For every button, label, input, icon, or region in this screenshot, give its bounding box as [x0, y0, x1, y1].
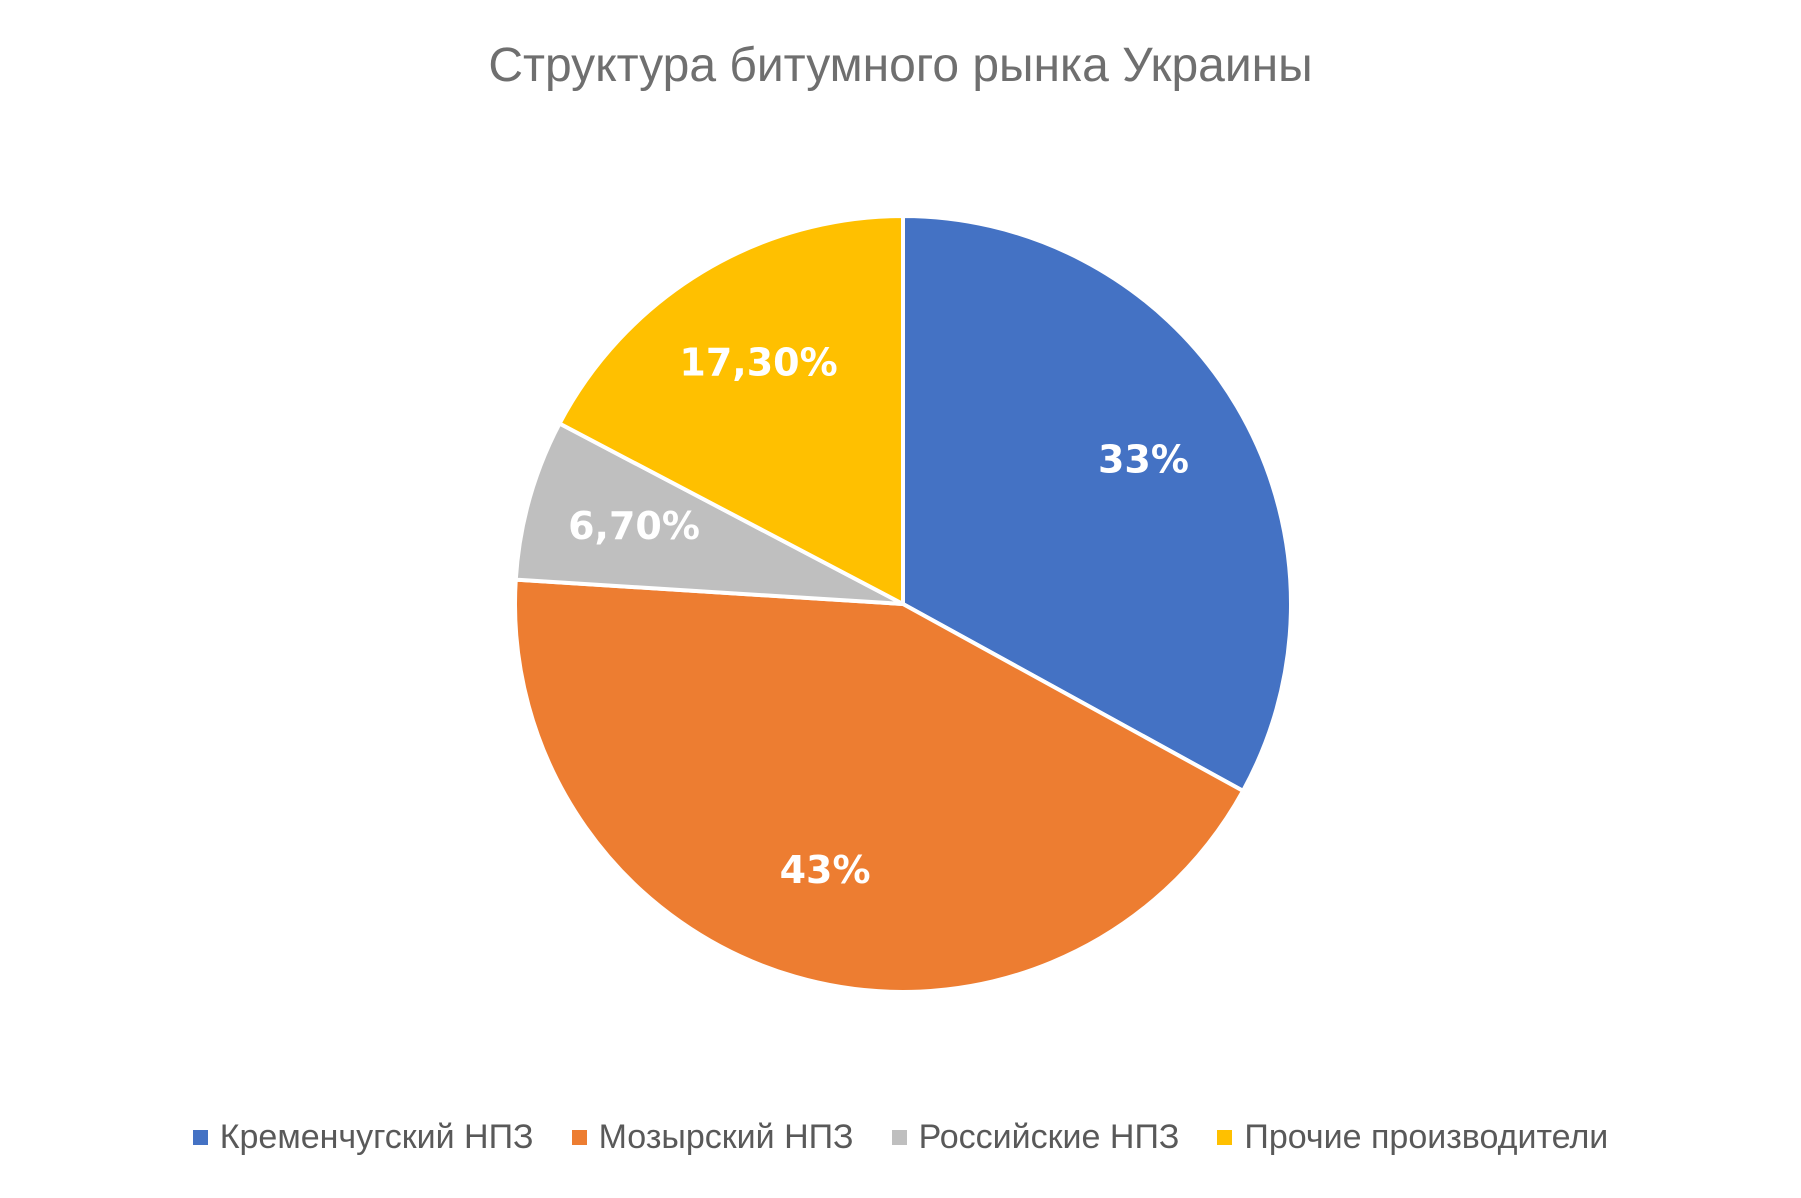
- legend-item-mozyr: Мозырский НПЗ: [571, 1118, 854, 1157]
- legend-swatch: [891, 1130, 907, 1145]
- legend-swatch: [1217, 1130, 1233, 1145]
- legend-swatch: [192, 1130, 208, 1145]
- legend-label: Мозырский НПЗ: [598, 1118, 854, 1156]
- data-label: 43%: [780, 848, 871, 892]
- legend-label: Прочие производители: [1244, 1118, 1609, 1156]
- slice-mozyr: [513, 577, 1246, 994]
- slice-russian: [513, 421, 905, 606]
- slice-kremenchug: [901, 214, 1293, 793]
- legend-swatch: [571, 1130, 587, 1145]
- legend: Кременчугский НПЗ Мозырский НПЗ Российск…: [0, 1118, 1801, 1157]
- legend-item-kremenchug: Кременчугский НПЗ: [192, 1118, 534, 1157]
- data-label: 6,70%: [568, 504, 700, 548]
- chart-title: Структура битумного рынка Украины: [488, 39, 1313, 92]
- legend-label: Кременчугский НПЗ: [219, 1118, 534, 1156]
- legend-item-others: Прочие производители: [1217, 1118, 1608, 1157]
- legend-item-russian: Российские НПЗ: [891, 1118, 1180, 1157]
- legend-label: Российские НПЗ: [918, 1118, 1180, 1156]
- data-label: 17,30%: [679, 340, 837, 384]
- data-label: 33%: [1098, 437, 1189, 481]
- slice-others: [557, 214, 905, 606]
